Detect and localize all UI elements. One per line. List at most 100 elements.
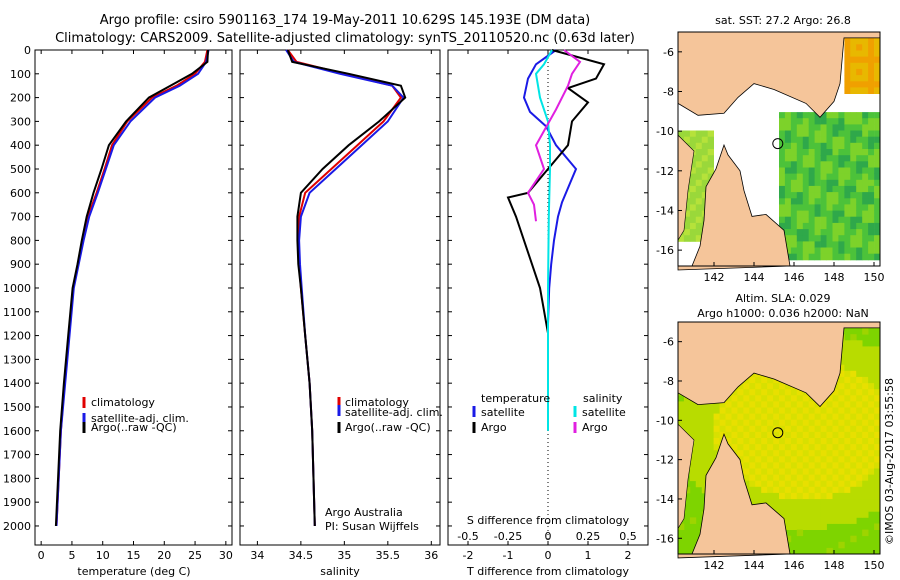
- map-cell: [707, 438, 714, 445]
- map-cell: [737, 450, 744, 457]
- map-cell: [826, 474, 833, 482]
- map-cell: [731, 425, 738, 433]
- map-cell: [779, 486, 786, 494]
- map-cell: [814, 235, 821, 242]
- map-cell: [796, 462, 804, 469]
- map-cell: [808, 253, 815, 261]
- map-cell: [850, 229, 857, 236]
- map-cell: [832, 438, 839, 445]
- map-cell: [790, 444, 798, 451]
- map-cell: [874, 492, 881, 500]
- map-cell: [862, 179, 869, 187]
- map-cell: [850, 511, 857, 518]
- map-cell: [850, 517, 857, 524]
- map-cell: [814, 462, 821, 469]
- s-difference-label: S difference from climatology: [467, 514, 630, 527]
- map-cell: [689, 142, 697, 150]
- map-cell: [826, 161, 833, 168]
- map-cell: [850, 161, 857, 168]
- map-cell: [856, 124, 863, 131]
- map-cell: [844, 204, 851, 211]
- map-cell: [790, 216, 798, 224]
- map-cell: [856, 185, 863, 193]
- y-tick-label: 0: [24, 44, 31, 57]
- map-y-tick-label: -14: [656, 493, 674, 506]
- map-cell: [796, 167, 804, 175]
- map-cell: [767, 480, 774, 488]
- map-cell: [808, 179, 815, 187]
- map-cell: [796, 173, 804, 181]
- map-cell: [749, 419, 756, 427]
- map-cell: [731, 444, 738, 451]
- map-cell: [743, 468, 750, 475]
- map-cell: [844, 370, 851, 378]
- map-cell: [874, 155, 881, 162]
- map-cell: [856, 161, 863, 168]
- map-cell: [862, 370, 869, 378]
- map-cell: [790, 450, 798, 457]
- map-cell: [874, 68, 881, 76]
- map-cell: [808, 511, 815, 518]
- map-cell: [755, 431, 762, 439]
- map-cell: [701, 425, 709, 433]
- map-cell: [826, 112, 833, 119]
- map-cell: [856, 480, 863, 488]
- map-cell: [784, 198, 792, 205]
- map-cell: [683, 210, 691, 218]
- map-cell: [820, 229, 827, 236]
- map-cell: [868, 346, 875, 353]
- map-cell: [779, 167, 786, 175]
- map-cell: [826, 401, 833, 408]
- map-cell: [707, 450, 714, 457]
- map-cell: [779, 204, 786, 211]
- map-cell: [695, 438, 703, 445]
- x-tick-label: 36: [424, 549, 438, 562]
- map-cell: [838, 474, 845, 482]
- map-cell: [761, 389, 768, 396]
- map-cell: [689, 462, 697, 469]
- map-cell: [802, 185, 810, 193]
- map-cell: [808, 155, 815, 162]
- map-cell: [808, 192, 815, 199]
- map-cell: [689, 185, 697, 193]
- argo-position-marker: [772, 427, 784, 439]
- map-cell: [844, 235, 851, 242]
- map-cell: [820, 499, 827, 506]
- map-cell: [838, 155, 845, 162]
- map-cell: [856, 253, 863, 261]
- annotation-pi: PI: Susan Wijffels: [325, 520, 419, 533]
- map-cell: [773, 425, 780, 433]
- map-cell: [874, 173, 881, 181]
- map-cell: [683, 419, 691, 427]
- map-cell: [737, 413, 744, 421]
- map-cell: [814, 161, 821, 168]
- map-cell: [802, 247, 810, 255]
- map-cell: [784, 419, 792, 427]
- map-cell: [743, 401, 750, 408]
- map-cell: [832, 149, 839, 156]
- map-cell: [784, 468, 792, 475]
- map-cell: [874, 395, 881, 402]
- map-cell: [713, 450, 720, 457]
- map-cell: [844, 179, 851, 187]
- map-cell: [844, 142, 851, 150]
- map-cell: [695, 130, 703, 138]
- map-cell: [695, 450, 703, 457]
- map-cell: [695, 468, 703, 475]
- map-cell: [862, 210, 869, 218]
- map-cell: [856, 407, 863, 414]
- map-cell: [808, 480, 815, 488]
- map-cell: [695, 431, 703, 439]
- map-cell: [862, 118, 869, 125]
- map-cell: [796, 407, 804, 414]
- map-cell: [826, 517, 833, 524]
- map-cell: [683, 413, 691, 421]
- y-tick-label: 1400: [3, 377, 31, 390]
- map-cell: [874, 468, 881, 475]
- map-cell: [761, 450, 768, 457]
- map-cell: [844, 425, 851, 433]
- map-cell: [862, 155, 869, 162]
- map-cell: [862, 431, 869, 439]
- map-cell: [755, 407, 762, 414]
- map-cell: [749, 462, 756, 469]
